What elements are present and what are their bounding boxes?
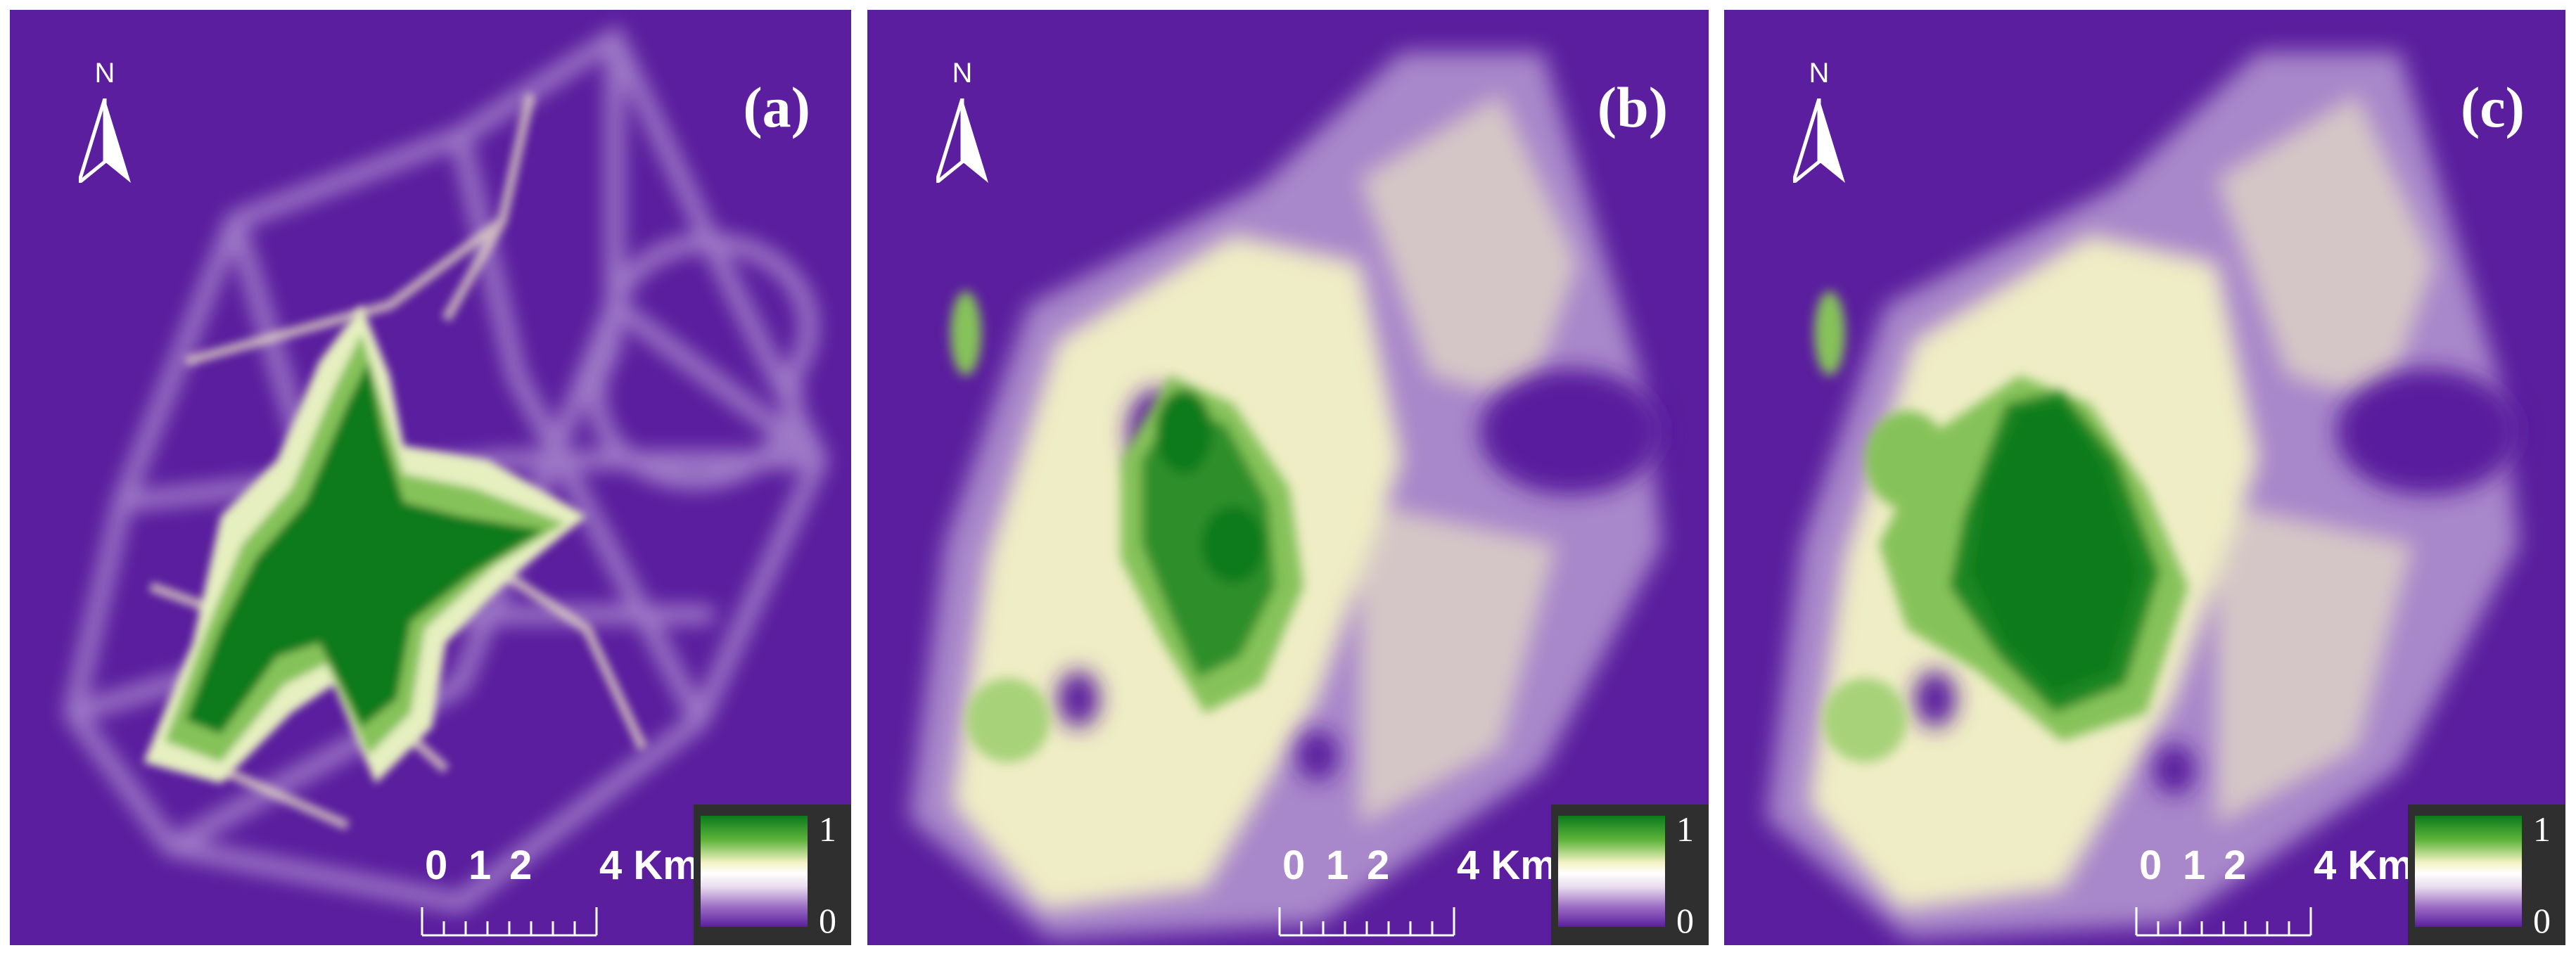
scale-bar-graphic (2135, 907, 2312, 937)
north-arrow-icon (936, 98, 988, 183)
color-ramp (1558, 816, 1665, 927)
north-letter: N (952, 58, 973, 89)
legend-min-label: 0 (819, 901, 836, 940)
north-arrow-icon (79, 98, 131, 183)
map-panel-b: (b) N 0 1 2 4 Km (867, 10, 1709, 945)
color-ramp (701, 816, 808, 927)
panel-label: (b) (1597, 75, 1668, 139)
north-arrow: N (931, 59, 994, 193)
north-arrow-icon (1793, 98, 1845, 183)
panel-label: (c) (2460, 75, 2525, 139)
legend-min-label: 0 (1676, 901, 1694, 940)
scale-label-2: 2 (1367, 842, 1390, 888)
scale-label-1: 1 (2183, 842, 2206, 888)
scale-label-1: 1 (468, 842, 492, 888)
legend: 1 0 (2408, 805, 2565, 945)
scale-bar: 0 1 2 4 Km (1275, 845, 1564, 944)
scale-label-2: 2 (2224, 842, 2247, 888)
scale-bar-graphic (1278, 907, 1455, 937)
color-ramp (2415, 816, 2522, 927)
scale-label-0: 0 (2139, 842, 2162, 888)
north-letter: N (1809, 58, 1830, 89)
legend-min-label: 0 (2533, 901, 2551, 940)
scale-bar-graphic (421, 907, 598, 937)
north-arrow: N (73, 59, 136, 193)
map-panel-c: (c) N 0 1 2 4 Km (1724, 10, 2565, 945)
legend: 1 0 (1551, 805, 1709, 945)
legend-max-label: 1 (819, 809, 836, 849)
scale-label-0: 0 (425, 842, 448, 888)
map-panel-a: (a) N 0 1 2 4 Km (10, 10, 851, 945)
scale-bar: 0 1 2 4 Km (418, 845, 706, 944)
scale-label-4km: 4 Km (1457, 842, 1557, 888)
scale-label-4km: 4 Km (2314, 842, 2414, 888)
legend-max-label: 1 (2533, 809, 2551, 849)
scale-bar: 0 1 2 4 Km (2132, 845, 2421, 944)
legend-max-label: 1 (1676, 809, 1694, 849)
panel-label: (a) (743, 75, 810, 139)
north-arrow: N (1787, 59, 1851, 193)
scale-label-2: 2 (509, 842, 533, 888)
density-map-b (867, 10, 1709, 945)
density-map-c (1724, 10, 2565, 945)
scale-label-0: 0 (1282, 842, 1306, 888)
north-letter: N (94, 58, 115, 89)
scale-label-4km: 4 Km (599, 842, 699, 888)
legend: 1 0 (694, 805, 851, 945)
scale-label-1: 1 (1326, 842, 1349, 888)
density-map-a (10, 10, 851, 945)
